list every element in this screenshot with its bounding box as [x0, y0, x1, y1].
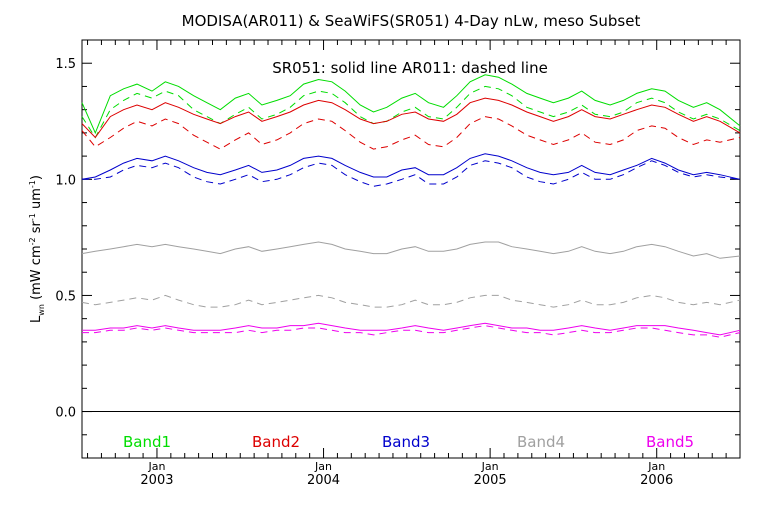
- y-tick-label: 1.0: [55, 173, 76, 188]
- x-tick-year-label: 2005: [474, 473, 507, 488]
- x-tick-year-label: 2006: [640, 473, 673, 488]
- plot-frame: [81, 39, 741, 459]
- series-lines: [81, 74, 741, 338]
- x-tick-month-label: Jan: [314, 460, 332, 473]
- band3-dashed-line: [82, 160, 741, 187]
- y-axis: 0.0 0.5 1.0 1.5: [55, 57, 740, 436]
- legend-band1: Band1: [123, 433, 171, 451]
- band4-solid-line: [81, 241, 741, 259]
- band2-solid-line: [81, 97, 741, 139]
- legend-band2: Band2: [252, 433, 300, 451]
- y-axis-label: Lwn (mW cm-2 sr-1 um-1): [28, 175, 46, 323]
- y-tick-label: 0.5: [55, 289, 76, 304]
- chart-title: MODISA(AR011) & SeaWiFS(SR051) 4-Day nLw…: [182, 12, 641, 30]
- band5-solid-line: [82, 322, 741, 336]
- y-tick-label: 1.5: [55, 57, 76, 72]
- x-tick-month-label: Jan: [647, 460, 665, 473]
- x-tick-month-label: Jan: [481, 460, 499, 473]
- legend-band4: Band4: [517, 433, 565, 451]
- band4-dashed-line: [81, 294, 741, 308]
- band3-solid-line: [81, 153, 741, 180]
- band1-dashed-line: [81, 85, 741, 139]
- x-tick-year-label: 2003: [140, 473, 173, 488]
- band1-solid-line: [81, 74, 741, 135]
- y-axis-label-text: Lwn (mW cm-2 sr-1 um-1): [28, 175, 46, 323]
- x-tick-year-label: 2004: [307, 473, 340, 488]
- legend: Band1 Band2 Band3 Band4 Band5: [123, 433, 694, 451]
- legend-band5: Band5: [646, 433, 694, 451]
- band2-dashed-line: [81, 116, 741, 150]
- legend-band3: Band3: [382, 433, 430, 451]
- y-tick-label: 0.0: [55, 406, 76, 421]
- x-tick-month-label: Jan: [147, 460, 165, 473]
- line-style-annotation: SR051: solid line AR011: dashed line: [272, 59, 548, 77]
- band5-dashed-line: [82, 325, 741, 338]
